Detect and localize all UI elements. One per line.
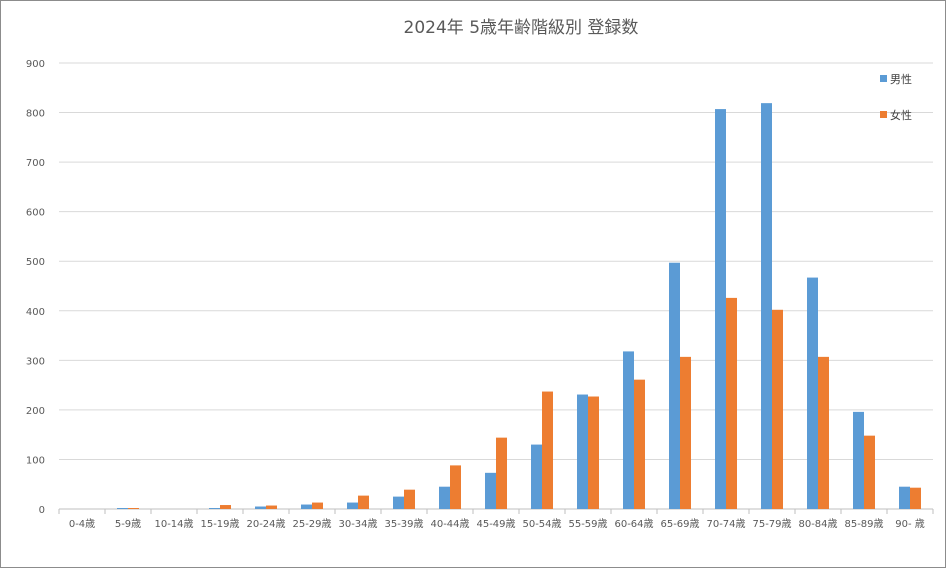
bar (496, 437, 507, 509)
bar (761, 103, 772, 509)
bar (358, 495, 369, 509)
bar (255, 506, 266, 509)
bar (450, 465, 461, 509)
bar (899, 486, 910, 509)
x-tick-label: 35-39歳 (384, 518, 423, 530)
bar (312, 502, 323, 509)
bars (117, 103, 921, 509)
bar (209, 508, 220, 509)
bar (404, 489, 415, 509)
bar (680, 356, 691, 509)
legend-label: 男性 (890, 72, 912, 86)
bar (772, 309, 783, 509)
bar (301, 504, 312, 509)
y-tick-label: 0 (39, 505, 45, 516)
x-tick-label: 0-4歳 (69, 518, 95, 530)
bar (220, 505, 231, 509)
chart-title: 2024年 5歳年齢階級別 登録数 (404, 18, 639, 38)
y-tick-label: 400 (26, 307, 45, 318)
bar (669, 262, 680, 509)
bar (531, 444, 542, 509)
x-tick-label: 15-19歳 (200, 518, 239, 530)
bar (128, 508, 139, 509)
x-tick-label: 50-54歳 (522, 518, 561, 530)
bar (623, 351, 634, 509)
y-tick-label: 800 (26, 109, 45, 120)
x-tick-label: 70-74歳 (706, 518, 745, 530)
x-tick-label: 80-84歳 (798, 518, 837, 530)
x-tick-label: 30-34歳 (338, 518, 377, 530)
x-tick-label: 90- 歳 (895, 518, 925, 530)
bar (818, 356, 829, 509)
bar (853, 411, 864, 509)
x-axis-ticks: 0-4歳 5-9歳 10-14歳 15-19歳 20-24歳 25-29歳 30-34歳 35… (58, 509, 934, 530)
gridlines (59, 62, 933, 510)
x-tick-label: 40-44歳 (430, 518, 469, 530)
x-tick-label: 25-29歳 (292, 518, 331, 530)
x-tick-label: 10-14歳 (154, 518, 193, 530)
bar (485, 472, 496, 509)
bar (542, 391, 553, 509)
y-tick-label: 600 (26, 208, 45, 219)
bar (807, 277, 818, 509)
legend-label: 女性 (890, 108, 912, 122)
bar (588, 396, 599, 509)
bar (117, 508, 128, 509)
bar (266, 505, 277, 509)
bar (634, 379, 645, 509)
x-tick-label: 60-64歳 (614, 518, 653, 530)
y-tick-label: 500 (26, 257, 45, 268)
y-tick-label: 700 (26, 158, 45, 169)
bar (715, 109, 726, 509)
bar (910, 487, 921, 509)
x-tick-label: 85-89歳 (844, 518, 883, 530)
x-tick-label: 5-9歳 (115, 518, 141, 530)
bar (439, 486, 450, 509)
bar (864, 435, 875, 509)
y-tick-label: 300 (26, 356, 45, 367)
legend-swatch (880, 75, 887, 82)
bar (577, 394, 588, 509)
bar (393, 496, 404, 509)
x-tick-label: 55-59歳 (568, 518, 607, 530)
bar (347, 502, 358, 509)
x-tick-label: 45-49歳 (476, 518, 515, 530)
y-tick-label: 100 (26, 455, 45, 466)
legend-swatch (880, 111, 887, 118)
y-tick-label: 900 (26, 59, 45, 70)
y-axis-ticks: 0 100 200 300 400 500 600 700 800 900 (26, 59, 45, 516)
y-tick-label: 200 (26, 406, 45, 417)
bar (726, 297, 737, 509)
x-tick-label: 65-69歳 (660, 518, 699, 530)
x-tick-label: 20-24歳 (246, 518, 285, 530)
x-tick-label: 75-79歳 (752, 518, 791, 530)
